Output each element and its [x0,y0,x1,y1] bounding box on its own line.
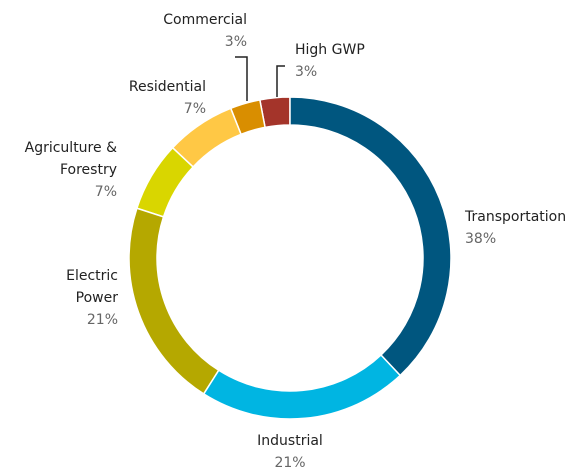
value-label: 38% [465,231,497,247]
slice-label: Electric Power 21% [30,265,118,331]
value-label: 3% [224,34,247,50]
category-label: Transportation [465,209,567,225]
value-label: 7% [94,184,117,200]
category-label: Agriculture & Forestry [24,140,117,178]
value-label: 7% [183,101,206,117]
leader-line [235,56,248,101]
value-label: 21% [274,455,306,471]
leader-line [276,65,285,97]
value-label: 3% [295,64,318,80]
slice-label: Transportation 38% [465,206,585,250]
category-label: Residential [128,79,206,95]
category-label: High GWP [295,42,365,58]
donut-slice [171,107,243,169]
slice-label: Residential 7% [60,76,206,120]
category-label: Electric Power [66,268,118,306]
donut-slice [135,146,195,218]
slice-label: Industrial 21% [190,430,390,472]
donut-slice [202,353,402,420]
value-label: 21% [86,312,118,328]
donut-slice [229,98,266,136]
category-label: Industrial [257,433,323,449]
slice-label: Commercial 3% [100,9,247,53]
category-label: Commercial [163,12,247,28]
donut-slice [289,96,452,377]
slice-label: Agriculture & Forestry 7% [0,137,117,203]
slice-label: High GWP 3% [295,39,415,83]
donut-slice [128,207,220,395]
